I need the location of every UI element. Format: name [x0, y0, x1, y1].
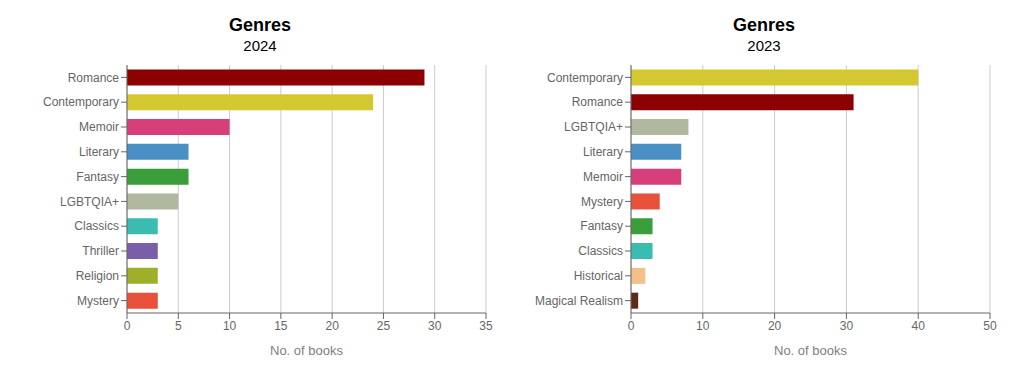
svg-text:Religion: Religion: [76, 269, 119, 283]
svg-text:Romance: Romance: [68, 71, 120, 85]
svg-text:Contemporary: Contemporary: [43, 95, 119, 109]
svg-text:Classics: Classics: [74, 219, 119, 233]
svg-text:10: 10: [223, 319, 237, 333]
svg-text:35: 35: [479, 319, 493, 333]
svg-text:40: 40: [912, 319, 926, 333]
svg-text:20: 20: [325, 319, 339, 333]
svg-text:30: 30: [840, 319, 854, 333]
svg-text:0: 0: [628, 319, 635, 333]
svg-text:30: 30: [428, 319, 442, 333]
svg-text:5: 5: [175, 319, 182, 333]
svg-text:Literary: Literary: [79, 145, 119, 159]
svg-text:Romance: Romance: [572, 95, 624, 109]
svg-text:Memoir: Memoir: [583, 170, 623, 184]
svg-text:LGBTQIA+: LGBTQIA+: [564, 120, 623, 134]
html-text:Genres: Genres: [733, 15, 795, 35]
svg-text:20: 20: [768, 319, 782, 333]
svg-text:25: 25: [377, 319, 391, 333]
svg-text:Contemporary: Contemporary: [547, 71, 623, 85]
svg-text:No. of books: No. of books: [270, 343, 343, 358]
svg-text:Thriller: Thriller: [82, 244, 119, 258]
svg-text:Classics: Classics: [578, 244, 623, 258]
svg-text:0: 0: [124, 319, 131, 333]
html-text:2024: 2024: [243, 37, 277, 54]
svg-text:Fantasy: Fantasy: [76, 170, 119, 184]
svg-text:Literary: Literary: [583, 145, 623, 159]
svg-text:Mystery: Mystery: [77, 294, 119, 308]
html-text:2023: 2023: [747, 37, 781, 54]
svg-text:50: 50: [983, 319, 997, 333]
svg-text:Magical Realism: Magical Realism: [535, 294, 623, 308]
svg-text:Memoir: Memoir: [79, 120, 119, 134]
svg-text:No. of books: No. of books: [774, 343, 847, 358]
svg-text:Fantasy: Fantasy: [580, 219, 623, 233]
svg-text:15: 15: [274, 319, 288, 333]
svg-text:LGBTQIA+: LGBTQIA+: [60, 195, 119, 209]
svg-text:10: 10: [696, 319, 710, 333]
svg-text:Historical: Historical: [574, 269, 623, 283]
html-text:Genres: Genres: [229, 15, 291, 35]
svg-text:Mystery: Mystery: [581, 195, 623, 209]
